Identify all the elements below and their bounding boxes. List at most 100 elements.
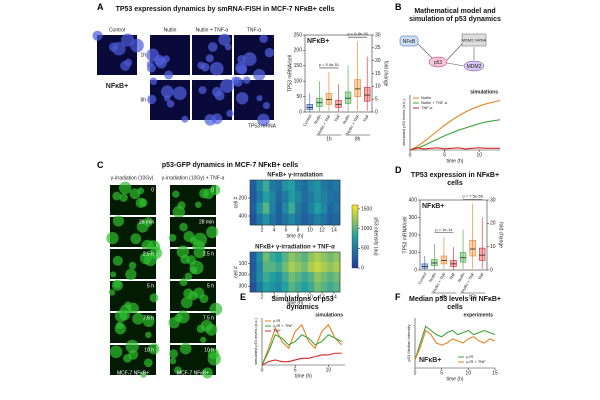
heat-cell bbox=[250, 202, 257, 215]
heat-cell bbox=[307, 272, 315, 283]
panel-letter: E bbox=[240, 292, 247, 302]
box bbox=[344, 91, 352, 104]
nucleus bbox=[177, 201, 186, 210]
nucleus bbox=[173, 366, 182, 375]
heat-cell bbox=[307, 191, 315, 203]
label: 10 h bbox=[144, 347, 154, 353]
annotation: experiments bbox=[464, 312, 494, 318]
series-line bbox=[409, 119, 501, 151]
heat-cell bbox=[282, 202, 289, 215]
nucleus bbox=[112, 255, 123, 266]
heat-cell bbox=[333, 202, 341, 215]
x-tick-label: Nutlin bbox=[428, 272, 437, 283]
heat-cell bbox=[307, 282, 315, 293]
panel-letter: C bbox=[97, 160, 104, 170]
nucleus bbox=[108, 289, 116, 296]
nucleus bbox=[211, 113, 223, 125]
colorbar-tick-label: 0 bbox=[361, 265, 364, 271]
legend-label: γ-IR bbox=[466, 354, 473, 359]
heat-cell bbox=[301, 262, 309, 273]
node-label: MDM2 bbox=[467, 64, 482, 70]
label: γ-irradiation (10Gy) bbox=[111, 175, 154, 181]
heat-cell bbox=[282, 252, 289, 263]
nucleus bbox=[143, 358, 153, 368]
series-line bbox=[261, 323, 343, 366]
heat-cell bbox=[333, 180, 341, 192]
x-tick-label: Control bbox=[302, 113, 313, 127]
label: 28 min bbox=[199, 219, 214, 225]
heat-cell bbox=[262, 272, 270, 283]
nucleus bbox=[206, 226, 219, 239]
series-line bbox=[414, 329, 496, 360]
nucleus bbox=[169, 357, 177, 365]
y-tick-label: 100 bbox=[294, 79, 303, 85]
nucleus bbox=[200, 62, 210, 72]
heat-cell bbox=[269, 252, 277, 263]
heat-cell bbox=[262, 180, 270, 192]
heat-cell bbox=[262, 252, 270, 263]
label: 2.5 h bbox=[143, 251, 154, 257]
legend-label: Nutlin bbox=[421, 95, 431, 100]
label: 28 min bbox=[139, 219, 154, 225]
x-tick-label: TNF bbox=[333, 113, 341, 123]
heat-cell bbox=[256, 262, 264, 273]
heat-cell bbox=[320, 213, 328, 226]
y2-axis-label: fold change bbox=[383, 61, 389, 87]
heat-cell bbox=[282, 213, 289, 226]
panel-letter: F bbox=[395, 292, 401, 302]
y-axis-label: cell # bbox=[233, 266, 239, 278]
box bbox=[335, 99, 342, 108]
p-value: p = 6.8e-30 bbox=[347, 31, 368, 36]
heat-cell bbox=[314, 262, 322, 273]
heat-cell bbox=[275, 252, 283, 263]
heat-cell bbox=[295, 202, 302, 215]
heat-cell bbox=[269, 202, 277, 215]
nucleus bbox=[149, 293, 159, 303]
nucleus bbox=[110, 271, 117, 278]
nucleus bbox=[205, 54, 214, 63]
nucleus bbox=[231, 76, 240, 85]
nucleus bbox=[108, 42, 119, 52]
y2-tick-label: 10 bbox=[375, 84, 381, 90]
label: 1h bbox=[140, 52, 146, 58]
nucleus bbox=[179, 342, 192, 355]
heat-cell bbox=[282, 282, 289, 293]
heat-cell bbox=[301, 202, 309, 215]
heat-cell bbox=[307, 202, 315, 215]
heat-cell bbox=[275, 272, 283, 283]
nucleus bbox=[146, 60, 154, 68]
y2-tick-label: 20 bbox=[490, 221, 496, 227]
nucleus bbox=[119, 310, 130, 321]
x-tick-label: TNF bbox=[362, 113, 370, 123]
panel-letter: A bbox=[97, 2, 104, 12]
nucleus bbox=[209, 302, 223, 316]
node-label: MDM2 mRNA bbox=[462, 38, 487, 43]
panel-letter: B bbox=[395, 2, 402, 12]
heat-cell bbox=[320, 272, 328, 283]
chart-label: NFκB+ bbox=[307, 38, 329, 45]
heat-cell bbox=[320, 202, 328, 215]
x-axis-label: time (h) bbox=[447, 376, 464, 382]
x-tick-label: 10 bbox=[466, 370, 472, 376]
p-value: p = 5.4e-51 bbox=[319, 62, 340, 67]
nucleus bbox=[147, 94, 157, 105]
heat-cell bbox=[262, 191, 270, 203]
heat-cell bbox=[314, 282, 322, 293]
panel-title: Mathematical model and simulation of p53… bbox=[409, 8, 501, 23]
heat-cell bbox=[262, 213, 270, 226]
heat-cell bbox=[288, 202, 296, 215]
nucleus bbox=[183, 230, 195, 242]
heat-cell bbox=[327, 252, 334, 263]
y-axis-label: simulated p53 levels (a.u.) bbox=[401, 98, 406, 145]
heat-cell bbox=[269, 272, 277, 283]
heat-cell bbox=[275, 262, 283, 273]
heat-cell bbox=[275, 202, 283, 215]
y-tick-label: 200 bbox=[239, 195, 248, 201]
heat-cell bbox=[327, 282, 334, 293]
x-tick-label: 10 bbox=[307, 227, 313, 233]
nucleus bbox=[130, 38, 144, 53]
heat-cell bbox=[301, 282, 309, 293]
y2-tick-label: 10 bbox=[490, 244, 496, 250]
y-tick-label: 200 bbox=[409, 232, 418, 238]
x-tick-label: 4 bbox=[273, 294, 276, 300]
